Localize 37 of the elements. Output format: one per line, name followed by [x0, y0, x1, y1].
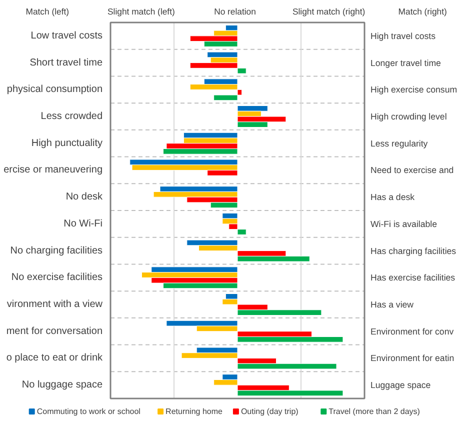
y2-tick-label: Has exercise facilities: [370, 272, 456, 283]
y-tick-label: Less crowded: [40, 111, 103, 122]
y-tick-label: High punctuality: [31, 138, 103, 149]
legend-label: Travel (more than 2 days): [328, 407, 420, 416]
y2-tick-label: Has a desk: [370, 192, 416, 202]
y-tick-label: Low travel costs: [30, 30, 103, 42]
y-tick-label: vironment with a view: [6, 299, 104, 310]
y-tick-label: No desk: [66, 192, 104, 203]
y-tick-label: Short travel time: [30, 57, 103, 68]
y2-tick-label: Wi-Fi is available: [370, 218, 438, 229]
y-tick-label: ercise or maneuvering: [4, 164, 102, 176]
y-tick-label: o place to eat or drink: [6, 352, 104, 364]
y2-tick-label: Environment for eatin: [370, 353, 454, 364]
text: Slight match (right): [292, 6, 366, 16]
y-tick-label: physical consumption: [6, 84, 103, 96]
legend-label: Returning home: [166, 407, 224, 416]
text: Slight match (left): [108, 6, 175, 16]
y2-tick-label: Luggage space: [370, 380, 431, 390]
legend-label: Commuting to work or school: [36, 407, 141, 416]
y2-tick-label: Longer travel time: [370, 58, 442, 68]
y-tick-label: No charging facilities: [10, 245, 102, 256]
text: No relation: [214, 6, 256, 16]
y-tick-label: No luggage space: [22, 380, 103, 391]
y2-tick-label: High exercise consum: [370, 84, 458, 95]
legend-label: Outing (day trip): [240, 407, 299, 416]
y2-tick-label: Has charging facilities: [370, 246, 457, 256]
y-tick-label: No Wi-Fi: [64, 218, 103, 230]
y-tick-label: ment for conversation: [6, 326, 103, 337]
y2-tick-label: Has a view: [370, 300, 414, 310]
text: Match (left): [26, 6, 70, 16]
y2-tick-label: Environment for conv: [370, 326, 454, 336]
y2-tick-label: High crowding level: [370, 112, 447, 122]
text: Match (right): [398, 6, 448, 16]
y2-tick-label: High travel costs: [370, 30, 436, 41]
y2-tick-label: Less regularity: [370, 138, 428, 148]
y-tick-label: No exercise facilities: [11, 272, 103, 284]
y2-tick-label: Need to exercise and: [370, 165, 454, 176]
